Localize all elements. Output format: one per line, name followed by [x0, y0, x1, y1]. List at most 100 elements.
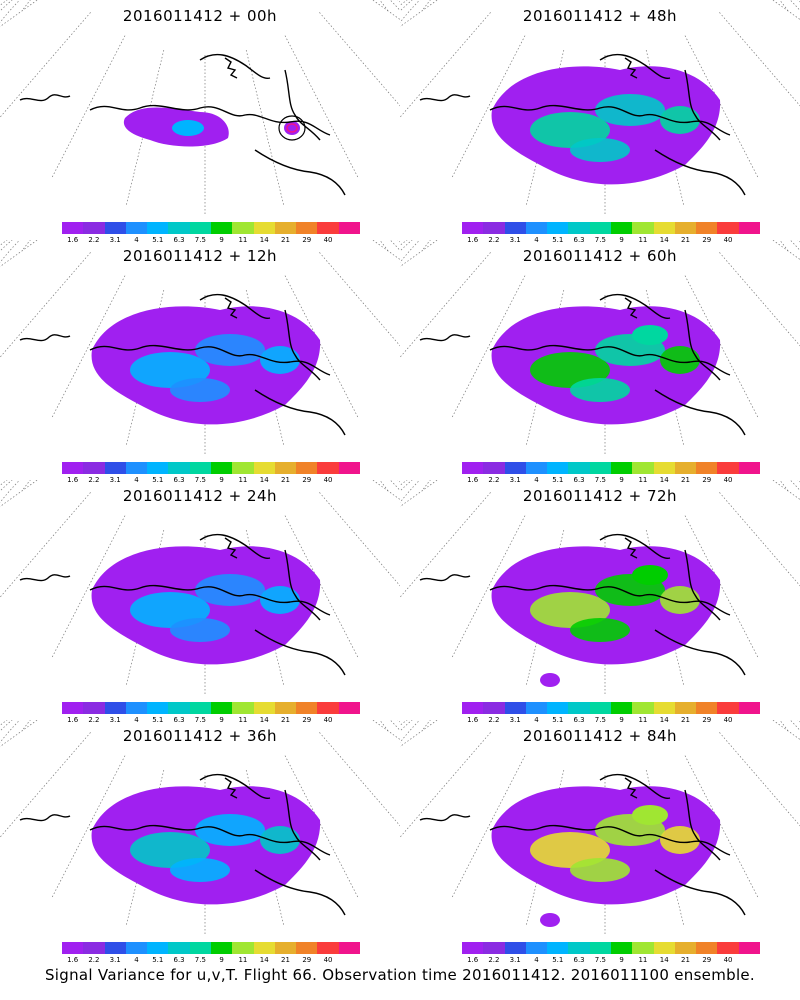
colorbar-tick-label: 5.1 — [152, 716, 164, 724]
colorbar-segment — [504, 222, 527, 234]
colorbar-tick-label: 11 — [238, 476, 248, 484]
panel-title: 2016011412 + 24h — [122, 487, 278, 505]
colorbar-segment — [696, 942, 718, 954]
colorbar-tick-label: 1.6 — [67, 716, 79, 724]
colorbar-segment — [211, 222, 233, 234]
colorbar-segment — [168, 222, 191, 234]
colorbar-segment — [189, 942, 212, 954]
colorbar-tick-label: 11 — [638, 236, 648, 244]
colorbar-tick-label: 7.5 — [194, 236, 206, 244]
variance-field — [491, 786, 721, 927]
colorbar-tick-label: 7.5 — [594, 236, 606, 244]
colorbar-tick-label: 21 — [681, 956, 690, 964]
colorbar-segment — [632, 702, 655, 714]
colorbar-tick-label: 1.6 — [467, 236, 479, 244]
coastlines — [419, 53, 746, 196]
colorbar-tick-label: 40 — [323, 236, 333, 244]
graticule — [400, 240, 800, 455]
colorbar-tick-label: 29 — [302, 716, 312, 724]
colorbar-tick-label: 6.3 — [173, 476, 185, 484]
colorbar-tick-label: 21 — [281, 236, 290, 244]
colorbar-segment — [296, 462, 318, 474]
colorbar-tick-label: 5.1 — [552, 956, 564, 964]
colorbar-tick-label: 40 — [323, 716, 333, 724]
graticule — [400, 0, 800, 215]
colorbar-segment — [232, 462, 255, 474]
colorbar-tick-label: 5.1 — [552, 476, 564, 484]
colorbar-segment — [568, 462, 591, 474]
colorbar-segment — [189, 702, 212, 714]
colorbar-segment — [104, 702, 127, 714]
colorbar-tick-label: 4 — [534, 236, 539, 244]
colorbar-segment — [483, 462, 506, 474]
colorbar-tick-label: 3.1 — [109, 476, 121, 484]
map-panel: 2016011412 + 12h 1.6 2.2 3.1 4 5.1 6.3 7.5 9 11 14… — [0, 240, 400, 490]
colorbar-segment — [104, 222, 127, 234]
colorbar-tick-label: 1.6 — [467, 956, 479, 964]
colorbar-tick-label: 14 — [659, 716, 669, 724]
colorbar-segment — [83, 942, 106, 954]
colorbar — [462, 462, 761, 474]
colorbar-segment — [147, 462, 169, 474]
colorbar-segment — [211, 462, 233, 474]
map-panel: 2016011412 + 24h 1.6 2.2 3.1 4 5.1 6.3 7.5 9 11 14… — [0, 480, 400, 730]
colorbar-tick-label: 21 — [681, 716, 690, 724]
colorbar-tick-label: 40 — [323, 476, 333, 484]
colorbar-segment — [696, 702, 718, 714]
colorbar-segment — [317, 222, 340, 234]
colorbar-segment — [253, 462, 276, 474]
map-panel: 2016011412 + 00h 1.6 2.2 3.1 4 5.1 6.3 7.5 9 11 14… — [0, 0, 400, 250]
colorbar-tick-label: 2.2 — [488, 236, 500, 244]
colorbar-segment — [653, 222, 676, 234]
colorbar-segment — [317, 462, 340, 474]
colorbar-tick-label: 14 — [259, 236, 269, 244]
colorbar-tick-label: 3.1 — [509, 716, 521, 724]
colorbar-tick-label: 2.2 — [488, 476, 500, 484]
colorbar-labels: 1.6 2.2 3.1 4 5.1 6.3 7.5 9 11 14 21 29 40 — [55, 236, 365, 246]
colorbar-segment — [547, 702, 569, 714]
colorbar-segment — [632, 462, 655, 474]
colorbar-segment — [338, 222, 361, 234]
colorbar-segment — [104, 462, 127, 474]
colorbar-segment — [589, 462, 612, 474]
colorbar-segment — [547, 222, 569, 234]
colorbar-tick-label: 4 — [534, 716, 539, 724]
map-image — [0, 240, 400, 455]
colorbar-tick-label: 21 — [281, 476, 290, 484]
colorbar-segment — [189, 462, 212, 474]
colorbar-segment — [296, 222, 318, 234]
colorbar-tick-label: 1.6 — [67, 956, 79, 964]
colorbar-segment — [168, 702, 191, 714]
colorbar-tick-label: 5.1 — [552, 716, 564, 724]
graticule — [0, 0, 400, 215]
colorbar-labels: 1.6 2.2 3.1 4 5.1 6.3 7.5 9 11 14 21 29 40 — [455, 476, 765, 486]
colorbar-segment — [547, 462, 569, 474]
colorbar-segment — [611, 702, 633, 714]
graticule — [0, 480, 400, 695]
colorbar-segment — [611, 462, 633, 474]
colorbar-segment — [317, 702, 340, 714]
colorbar-tick-label: 11 — [638, 476, 648, 484]
graticule — [400, 720, 800, 935]
colorbar-segment — [653, 942, 676, 954]
colorbar-segment — [147, 942, 169, 954]
colorbar-segment — [317, 942, 340, 954]
panel-title: 2016011412 + 72h — [522, 487, 678, 505]
colorbar — [462, 702, 761, 714]
colorbar-tick-label: 29 — [702, 956, 712, 964]
colorbar-tick-label: 9 — [219, 956, 224, 964]
colorbar-tick-label: 3.1 — [509, 236, 521, 244]
colorbar-segment — [738, 222, 761, 234]
colorbar-tick-label: 7.5 — [594, 476, 606, 484]
colorbar-segment — [717, 942, 740, 954]
colorbar-segment — [674, 462, 697, 474]
colorbar-segment — [738, 702, 761, 714]
colorbar — [462, 942, 761, 954]
colorbar-tick-label: 29 — [702, 476, 712, 484]
colorbar-segment — [696, 462, 718, 474]
colorbar-tick-label: 29 — [302, 956, 312, 964]
colorbar-tick-label: 9 — [619, 476, 624, 484]
colorbar-tick-label: 11 — [238, 716, 248, 724]
colorbar-tick-label: 21 — [681, 236, 690, 244]
colorbar-tick-label: 7.5 — [194, 476, 206, 484]
